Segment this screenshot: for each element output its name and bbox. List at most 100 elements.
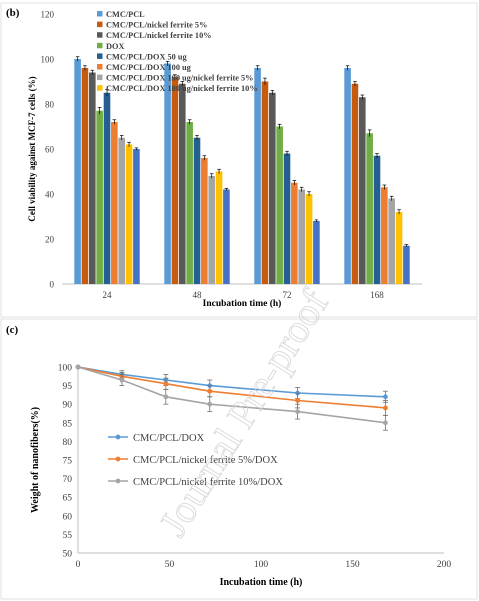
legend-swatch bbox=[97, 53, 103, 59]
bar bbox=[215, 171, 223, 284]
series-line bbox=[77, 366, 386, 398]
bar bbox=[201, 158, 208, 284]
bar bbox=[81, 68, 89, 284]
y-tick-label: 20 bbox=[45, 235, 55, 245]
bar bbox=[186, 122, 193, 284]
legend-label: CMC/PCL/DOX 50 ug bbox=[106, 52, 188, 61]
x-tick-label: 168 bbox=[370, 290, 384, 300]
y-tick-label: 120 bbox=[41, 10, 55, 20]
data-point bbox=[295, 398, 300, 403]
y-tick-label: 55 bbox=[63, 531, 73, 541]
y-tick-label: 40 bbox=[45, 190, 55, 200]
bar bbox=[388, 198, 395, 284]
legend-marker bbox=[115, 478, 121, 484]
bar bbox=[269, 92, 276, 284]
bar bbox=[403, 245, 410, 284]
data-point bbox=[163, 394, 169, 400]
bar bbox=[373, 155, 381, 284]
y-tick-label: 60 bbox=[63, 512, 73, 522]
legend-label: CMC/PCL/DOX bbox=[133, 433, 205, 444]
legend-swatch bbox=[97, 11, 103, 17]
legend-swatch bbox=[97, 85, 103, 91]
y-tick-label: 85 bbox=[63, 419, 73, 429]
y-tick-label: 70 bbox=[63, 475, 73, 485]
legend-label: CMC/PCL/DOX 100 ug/nickel ferrite 10% bbox=[106, 84, 258, 93]
data-point bbox=[119, 377, 125, 383]
y-tick-label: 60 bbox=[45, 145, 55, 155]
bar-chart-panel-b: (b) 0 20 40 60 80 100 120 24 48 72 168 Incubation ti… bbox=[0, 2, 478, 318]
y-tick-label: 50 bbox=[63, 550, 73, 560]
legend-label: CMC/PCL bbox=[106, 10, 145, 19]
bar bbox=[395, 212, 403, 284]
y-axis-title: Cell viability against MCF-7 cells (%) bbox=[27, 76, 37, 221]
bar bbox=[74, 59, 81, 284]
legend-label: CMC/PCL/nickel ferrite 5% bbox=[106, 21, 207, 30]
bar bbox=[118, 137, 125, 284]
legend-swatch bbox=[97, 21, 103, 28]
bar bbox=[223, 189, 230, 284]
y-tick-label: 100 bbox=[58, 364, 73, 374]
panel-b-label: (b) bbox=[6, 7, 20, 19]
panel-c-frame bbox=[0, 318, 478, 600]
x-tick-label: 0 bbox=[76, 560, 81, 570]
y-tick-label: 80 bbox=[63, 438, 73, 448]
legend-label: CMC/PCL/nickel ferrite 5%/DOX bbox=[133, 455, 278, 466]
legend-swatch bbox=[97, 42, 103, 49]
x-tick-label: 48 bbox=[193, 290, 203, 300]
x-axis-title: Incubation time (h) bbox=[220, 577, 303, 588]
y-tick-label: 90 bbox=[63, 401, 73, 411]
bar bbox=[305, 194, 313, 284]
data-point bbox=[207, 388, 213, 394]
bar bbox=[344, 68, 351, 284]
legend-label: CMC/PCL/DOX 100 ug bbox=[106, 63, 192, 72]
bar bbox=[111, 122, 118, 284]
bar bbox=[96, 110, 103, 284]
legend-swatch bbox=[97, 74, 103, 81]
bar bbox=[276, 126, 283, 284]
legend-swatch bbox=[97, 32, 103, 38]
x-tick-label: 100 bbox=[254, 560, 269, 570]
legend-label: CMC/PCL/nickel ferrite 10%/DOX bbox=[133, 477, 283, 488]
bar bbox=[89, 72, 96, 284]
bar bbox=[313, 221, 320, 284]
data-point bbox=[383, 420, 388, 426]
bar bbox=[208, 176, 215, 284]
data-point bbox=[75, 364, 81, 370]
y-tick-label: 65 bbox=[63, 494, 73, 504]
x-tick-label: 24 bbox=[103, 290, 113, 300]
bar bbox=[359, 97, 366, 284]
series-line bbox=[77, 366, 386, 424]
data-point bbox=[163, 381, 169, 387]
bar bbox=[179, 83, 186, 284]
legend-marker bbox=[115, 456, 121, 462]
bar bbox=[283, 153, 291, 284]
y-axis-title: Weight of nanofibers(%) bbox=[30, 407, 41, 513]
bar bbox=[171, 77, 179, 284]
legend-marker bbox=[115, 434, 121, 440]
bar bbox=[254, 68, 261, 284]
data-point bbox=[383, 405, 388, 411]
panel-b-frame bbox=[0, 2, 478, 318]
x-tick-label: 200 bbox=[437, 560, 452, 570]
series-line bbox=[77, 366, 386, 409]
bar bbox=[164, 63, 171, 284]
bar bbox=[133, 149, 140, 284]
y-tick-label: 75 bbox=[63, 457, 73, 467]
bar bbox=[261, 81, 269, 284]
x-tick-label: 50 bbox=[165, 560, 175, 570]
panel-c-label: (c) bbox=[6, 324, 19, 336]
y-tick-label: 80 bbox=[45, 100, 55, 110]
bar bbox=[125, 144, 133, 284]
data-point bbox=[295, 409, 300, 415]
bar bbox=[381, 187, 388, 284]
data-point bbox=[383, 394, 388, 400]
x-axis-title: Incubation time (h) bbox=[203, 298, 282, 309]
x-tick-label: 72 bbox=[283, 290, 292, 300]
legend-label: DOX bbox=[106, 42, 124, 51]
bar bbox=[103, 92, 111, 284]
legend-label: CMC/PCL/DOX 100 ug/nickel ferrite 5% bbox=[106, 74, 253, 83]
y-tick-label: 100 bbox=[41, 55, 55, 65]
legend-label: CMC/PCL/nickel ferrite 10% bbox=[106, 31, 212, 40]
